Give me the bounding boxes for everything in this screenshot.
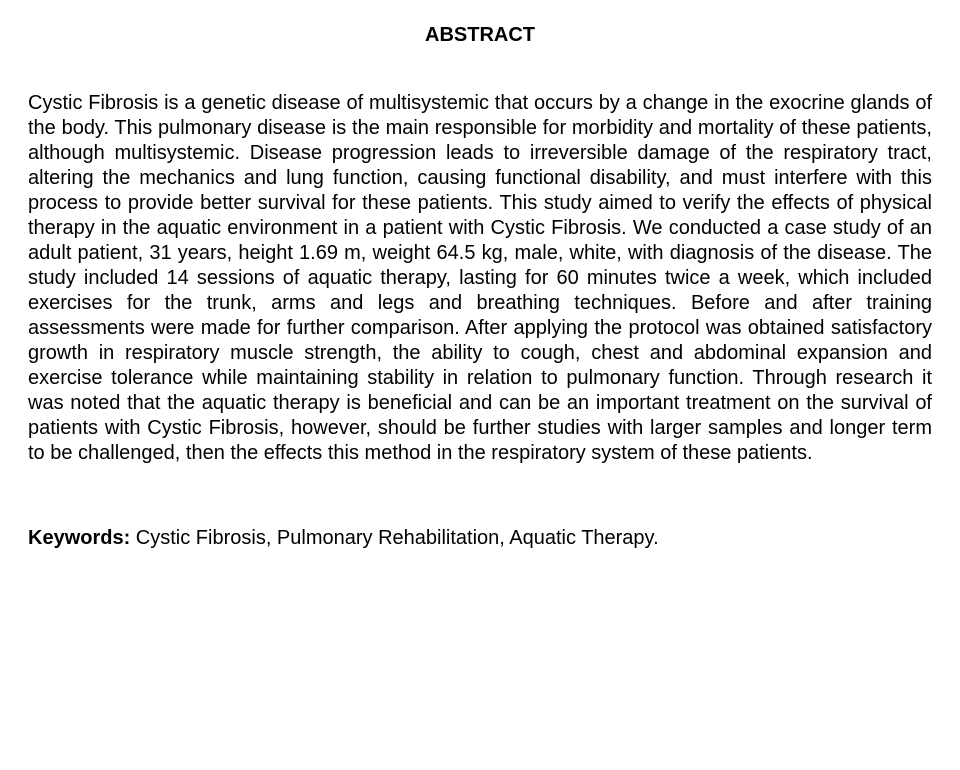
- page-container: ABSTRACT Cystic Fibrosis is a genetic di…: [0, 0, 960, 569]
- keywords-label: Keywords:: [28, 527, 130, 549]
- abstract-body: Cystic Fibrosis is a genetic disease of …: [28, 91, 932, 466]
- keywords-line: Keywords: Cystic Fibrosis, Pulmonary Reh…: [28, 526, 932, 551]
- keywords-text: Cystic Fibrosis, Pulmonary Rehabilitatio…: [130, 527, 658, 549]
- abstract-title: ABSTRACT: [28, 24, 932, 47]
